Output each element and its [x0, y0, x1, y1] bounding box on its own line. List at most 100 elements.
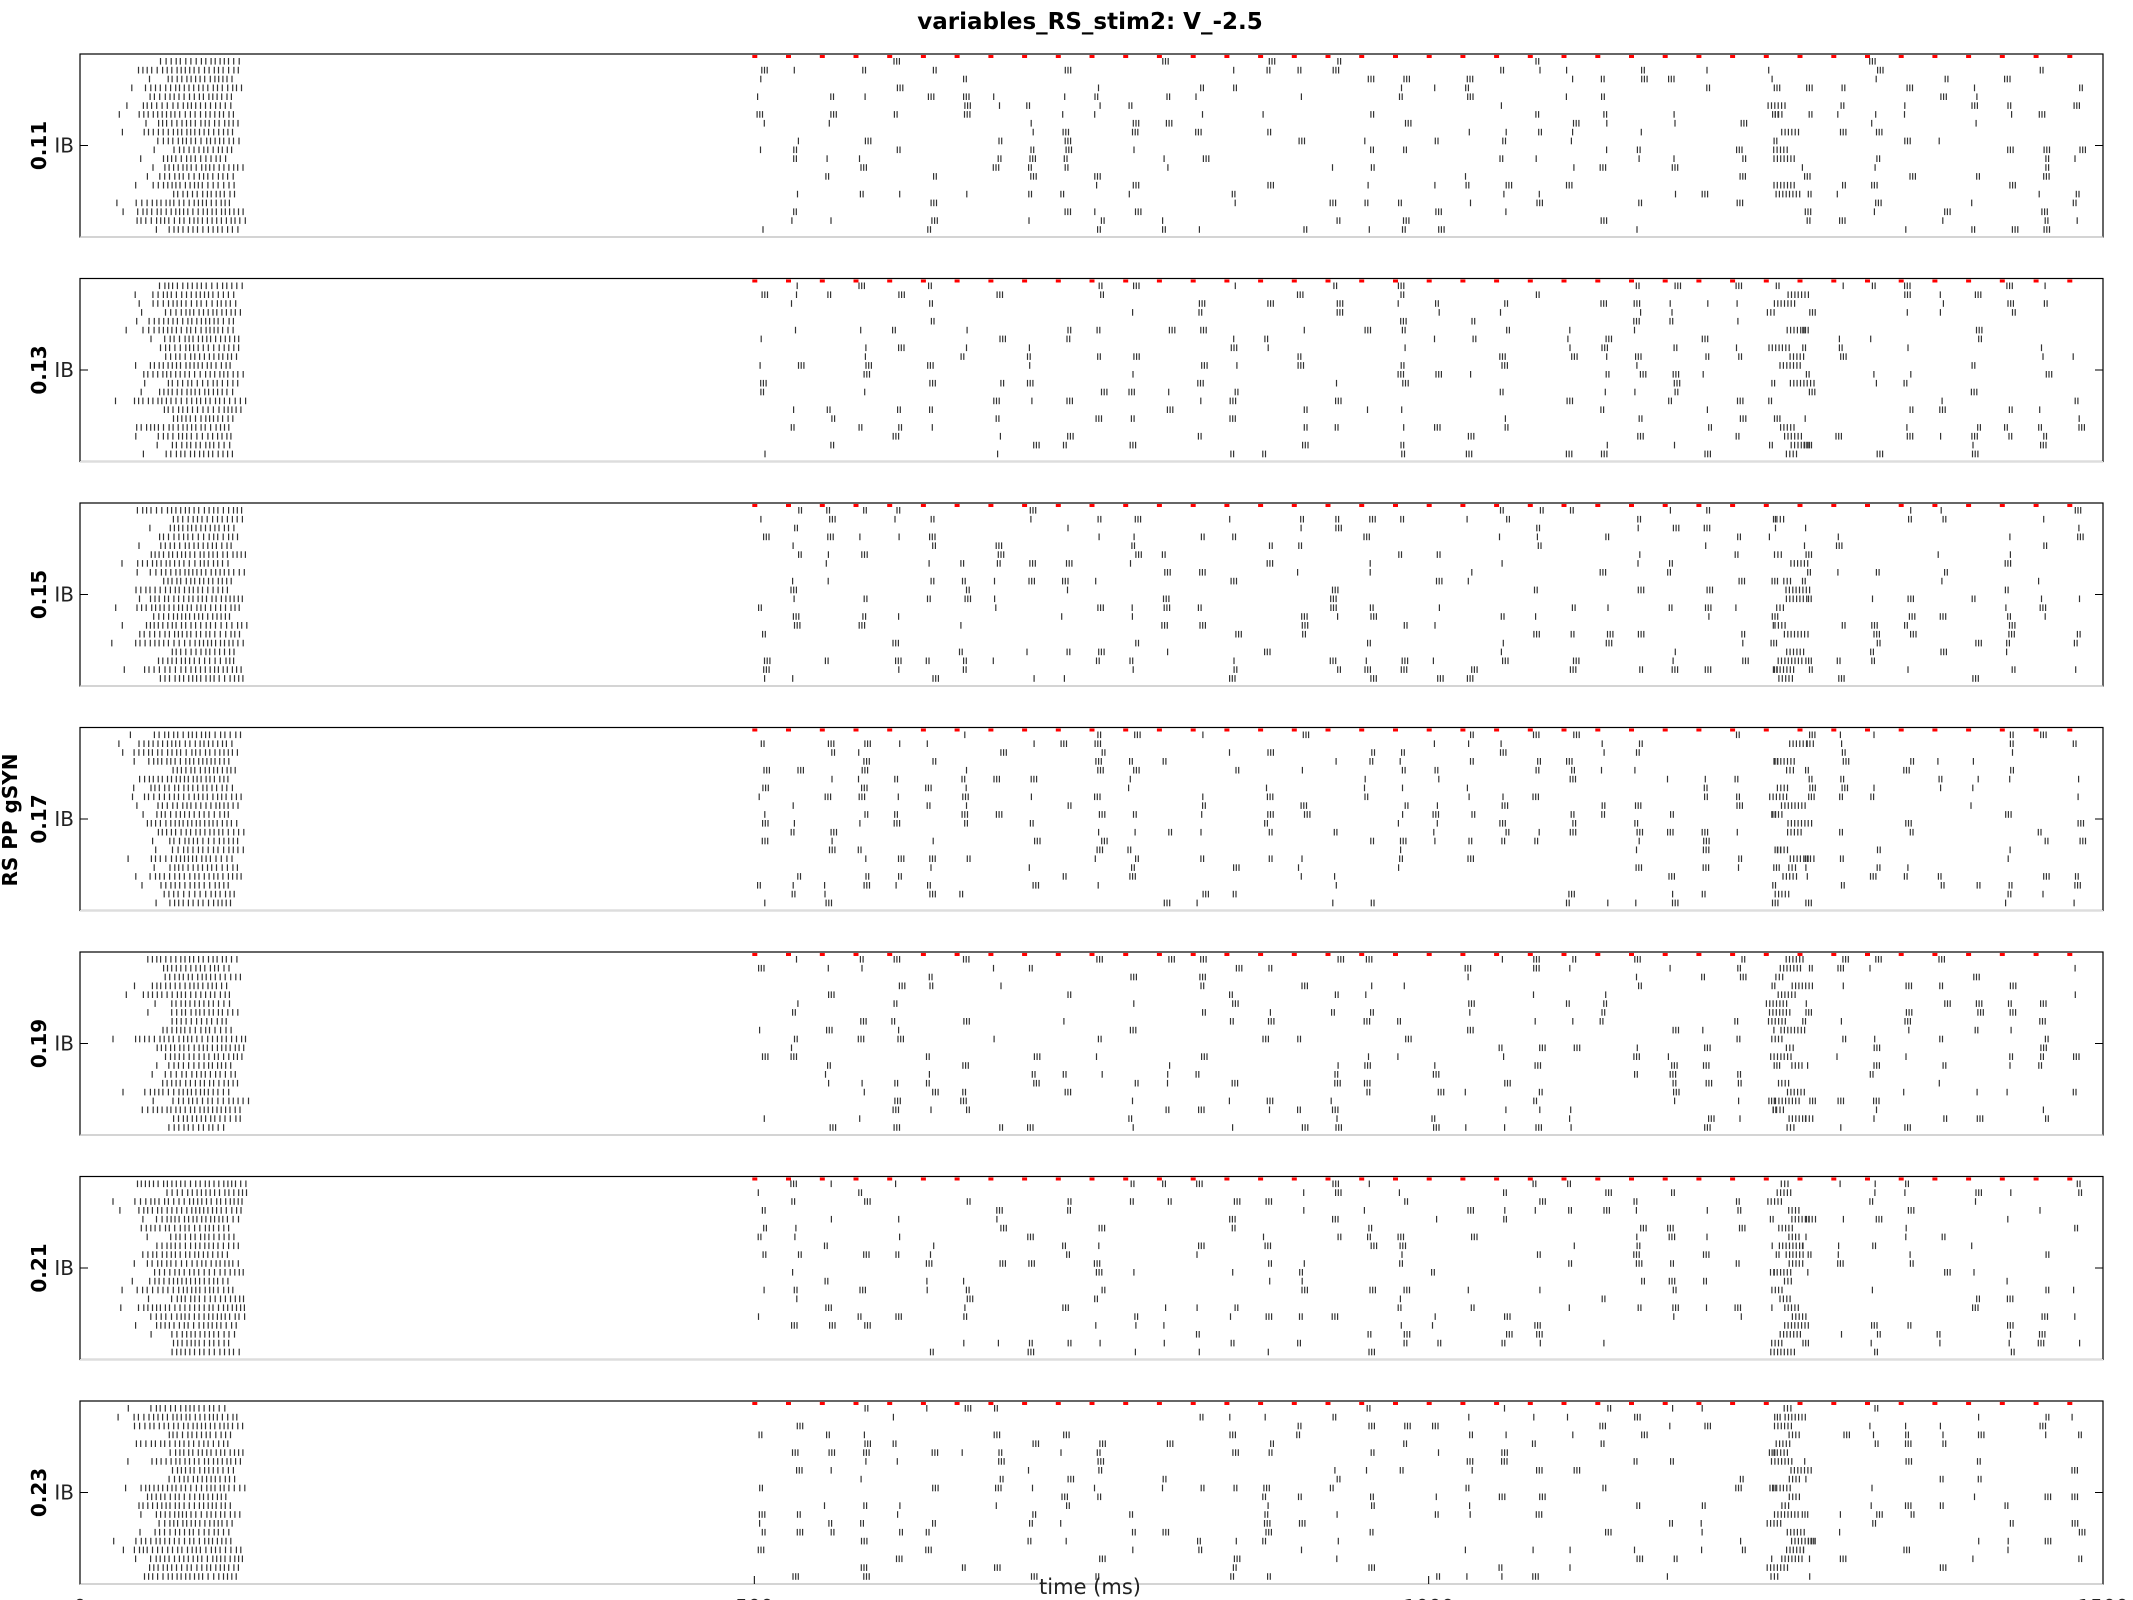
stim-pulse	[1696, 279, 1702, 283]
y-axis-label: RS PP gSYN	[0, 754, 22, 887]
stim-pulse	[1865, 728, 1870, 732]
stim-pulse	[752, 728, 758, 732]
raster-panel: IB0.17	[27, 726, 2104, 912]
spike-group	[114, 282, 2085, 458]
stim-pulse	[1055, 504, 1061, 507]
stim-pulse	[1797, 504, 1803, 507]
stim-pulse	[1055, 279, 1061, 283]
stim-pulse	[1865, 279, 1870, 283]
stim-pulse	[988, 728, 994, 732]
raster-panel: IB0.19	[27, 951, 2104, 1136]
stim-pulse	[1730, 728, 1736, 732]
stim-pulse	[1966, 728, 1972, 732]
stim-pulse	[1325, 279, 1331, 283]
stim-pulse	[1359, 728, 1365, 732]
stim-pulse	[1561, 728, 1567, 732]
stim-pulse	[1224, 728, 1230, 732]
population-label: IB	[54, 583, 74, 607]
stim-pulse	[1730, 279, 1736, 283]
stim-pulse	[920, 728, 926, 732]
stim-pulse	[1224, 55, 1230, 58]
stim-pulse	[1426, 728, 1432, 732]
panel-value-label: 0.19	[27, 1019, 51, 1068]
stim-pulse	[1258, 504, 1264, 507]
stim-pulse	[920, 55, 926, 58]
stim-pulse	[954, 504, 960, 507]
stim-pulse	[1966, 504, 1972, 507]
stim-pulse	[1932, 728, 1938, 732]
stim-pulse	[1359, 279, 1365, 283]
stim-pulse	[1359, 55, 1365, 58]
stim-pulse	[1258, 55, 1264, 58]
pulse-group	[752, 728, 2073, 732]
panel-frame	[79, 53, 2104, 238]
stim-pulse	[988, 55, 994, 58]
stim-pulse	[1224, 279, 1230, 283]
stim-pulse	[1629, 55, 1634, 58]
stim-pulse	[1460, 504, 1466, 507]
stim-pulse	[1595, 55, 1601, 58]
stim-pulse	[752, 279, 758, 283]
stim-pulse	[1865, 504, 1870, 507]
stim-pulse	[1089, 728, 1095, 732]
stim-pulse	[2067, 55, 2073, 58]
stim-pulse	[1224, 504, 1230, 507]
stim-pulse	[786, 55, 791, 58]
stim-pulse	[1629, 728, 1634, 732]
stim-pulse	[1325, 504, 1331, 507]
stim-pulse	[786, 728, 791, 732]
stim-pulse	[1089, 279, 1095, 283]
stim-pulse	[1831, 728, 1837, 732]
stim-pulse	[1865, 55, 1870, 58]
stim-pulse	[1190, 504, 1196, 507]
stim-pulse	[1527, 279, 1533, 283]
stim-pulse	[1898, 55, 1904, 58]
stim-pulse	[1291, 55, 1297, 58]
stim-pulse	[1460, 279, 1466, 283]
stim-pulse	[1561, 504, 1567, 507]
stim-pulse	[1393, 504, 1398, 507]
stim-pulse	[1831, 504, 1837, 507]
spike-group	[111, 507, 2084, 682]
population-label: IB	[54, 807, 74, 831]
stim-pulse	[819, 728, 825, 732]
panel-value-label: 0.15	[27, 570, 51, 619]
stim-pulse	[1426, 279, 1432, 283]
stim-pulse	[1325, 728, 1331, 732]
stim-pulse	[1595, 504, 1601, 507]
stim-pulse	[1393, 279, 1398, 283]
stim-pulse	[819, 279, 825, 283]
stim-pulse	[1898, 279, 1904, 283]
stim-pulse	[887, 504, 893, 507]
pulse-group	[752, 279, 2073, 283]
stim-pulse	[1156, 55, 1162, 58]
stim-pulse	[786, 504, 791, 507]
stim-pulse	[1662, 728, 1668, 732]
stim-pulse	[1123, 55, 1129, 58]
panel-value-label: 0.13	[27, 345, 51, 394]
pulse-group	[752, 55, 2073, 58]
spike-group	[112, 956, 2080, 1131]
population-label: IB	[54, 1032, 74, 1056]
stim-pulse	[1258, 728, 1264, 732]
stim-pulse	[1022, 728, 1028, 732]
stim-pulse	[1426, 55, 1432, 58]
population-label: IB	[54, 134, 74, 158]
stim-pulse	[887, 728, 893, 732]
stim-pulse	[1763, 279, 1769, 283]
stim-pulse	[1730, 55, 1736, 58]
stim-pulse	[1055, 728, 1061, 732]
stim-pulse	[1494, 504, 1500, 507]
stim-pulse	[853, 728, 859, 732]
stim-pulse	[1763, 504, 1769, 507]
stim-pulse	[1999, 504, 2005, 507]
stim-pulse	[1291, 279, 1297, 283]
stim-pulse	[2033, 55, 2039, 58]
stim-pulse	[1494, 55, 1500, 58]
stim-pulse	[887, 55, 893, 58]
panel-frame	[79, 951, 2104, 1136]
panel-frame	[79, 502, 2104, 687]
stim-pulse	[1629, 279, 1634, 283]
stim-pulse	[1797, 279, 1803, 283]
